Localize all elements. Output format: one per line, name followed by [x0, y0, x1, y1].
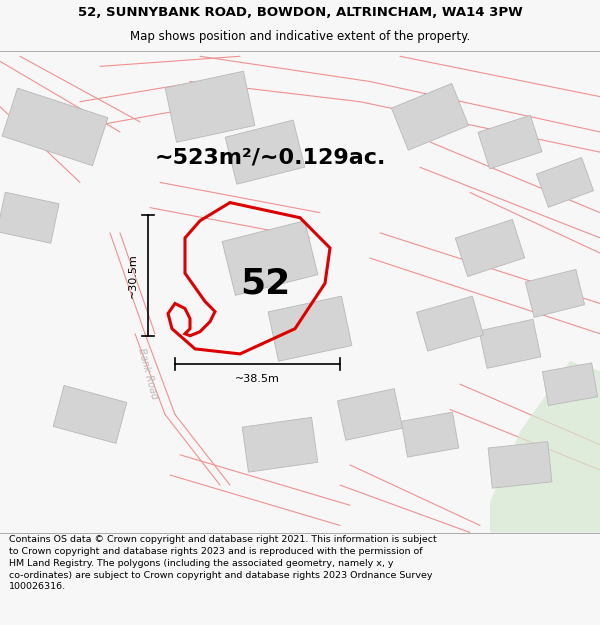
Polygon shape [478, 115, 542, 169]
Text: ~523m²/~0.129ac.: ~523m²/~0.129ac. [155, 147, 386, 167]
Polygon shape [416, 296, 484, 351]
Polygon shape [455, 219, 525, 276]
Text: 52, SUNNYBANK ROAD, BOWDON, ALTRINCHAM, WA14 3PW: 52, SUNNYBANK ROAD, BOWDON, ALTRINCHAM, … [77, 6, 523, 19]
Text: ~38.5m: ~38.5m [235, 374, 280, 384]
Polygon shape [225, 120, 305, 184]
Polygon shape [242, 418, 318, 472]
Polygon shape [490, 361, 600, 532]
Polygon shape [165, 71, 255, 142]
Text: Contains OS data © Crown copyright and database right 2021. This information is : Contains OS data © Crown copyright and d… [9, 535, 437, 591]
Polygon shape [337, 389, 403, 440]
Polygon shape [536, 158, 593, 208]
Polygon shape [391, 84, 469, 150]
Polygon shape [53, 386, 127, 443]
Text: Bank Road: Bank Road [136, 348, 160, 401]
Polygon shape [2, 88, 108, 166]
Polygon shape [0, 192, 59, 243]
Polygon shape [401, 412, 459, 457]
Polygon shape [488, 442, 552, 488]
Text: ~30.5m: ~30.5m [128, 253, 138, 298]
Text: 52: 52 [240, 266, 290, 300]
Polygon shape [479, 319, 541, 368]
Text: Map shows position and indicative extent of the property.: Map shows position and indicative extent… [130, 31, 470, 43]
Polygon shape [526, 269, 584, 318]
Polygon shape [222, 221, 318, 296]
Polygon shape [268, 296, 352, 361]
Polygon shape [542, 363, 598, 406]
